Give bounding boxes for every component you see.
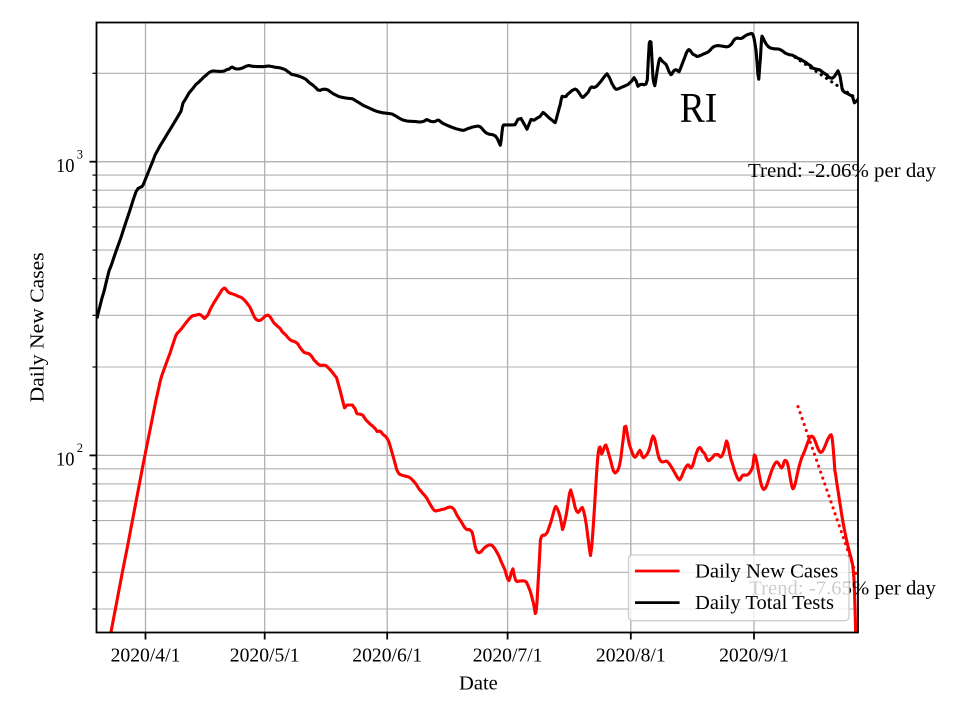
svg-text:RI: RI [680,85,718,132]
svg-text:2020/9/1: 2020/9/1 [719,645,789,667]
svg-text:Date: Date [459,673,498,695]
svg-text:2020/5/1: 2020/5/1 [230,645,300,667]
svg-text:2020/7/1: 2020/7/1 [473,645,543,667]
svg-text:Trend: -2.06% per day: Trend: -2.06% per day [748,161,936,182]
svg-text:2020/4/1: 2020/4/1 [111,645,181,667]
svg-text:Daily Total Tests: Daily Total Tests [695,592,834,614]
svg-text:2020/8/1: 2020/8/1 [596,645,666,667]
svg-text:10: 10 [56,449,75,471]
svg-text:Daily New Cases: Daily New Cases [695,561,839,583]
svg-text:2: 2 [77,441,83,455]
svg-text:Daily New Cases: Daily New Cases [27,252,49,402]
svg-text:10: 10 [56,155,75,177]
svg-text:3: 3 [77,147,83,161]
svg-text:2020/6/1: 2020/6/1 [352,645,422,667]
